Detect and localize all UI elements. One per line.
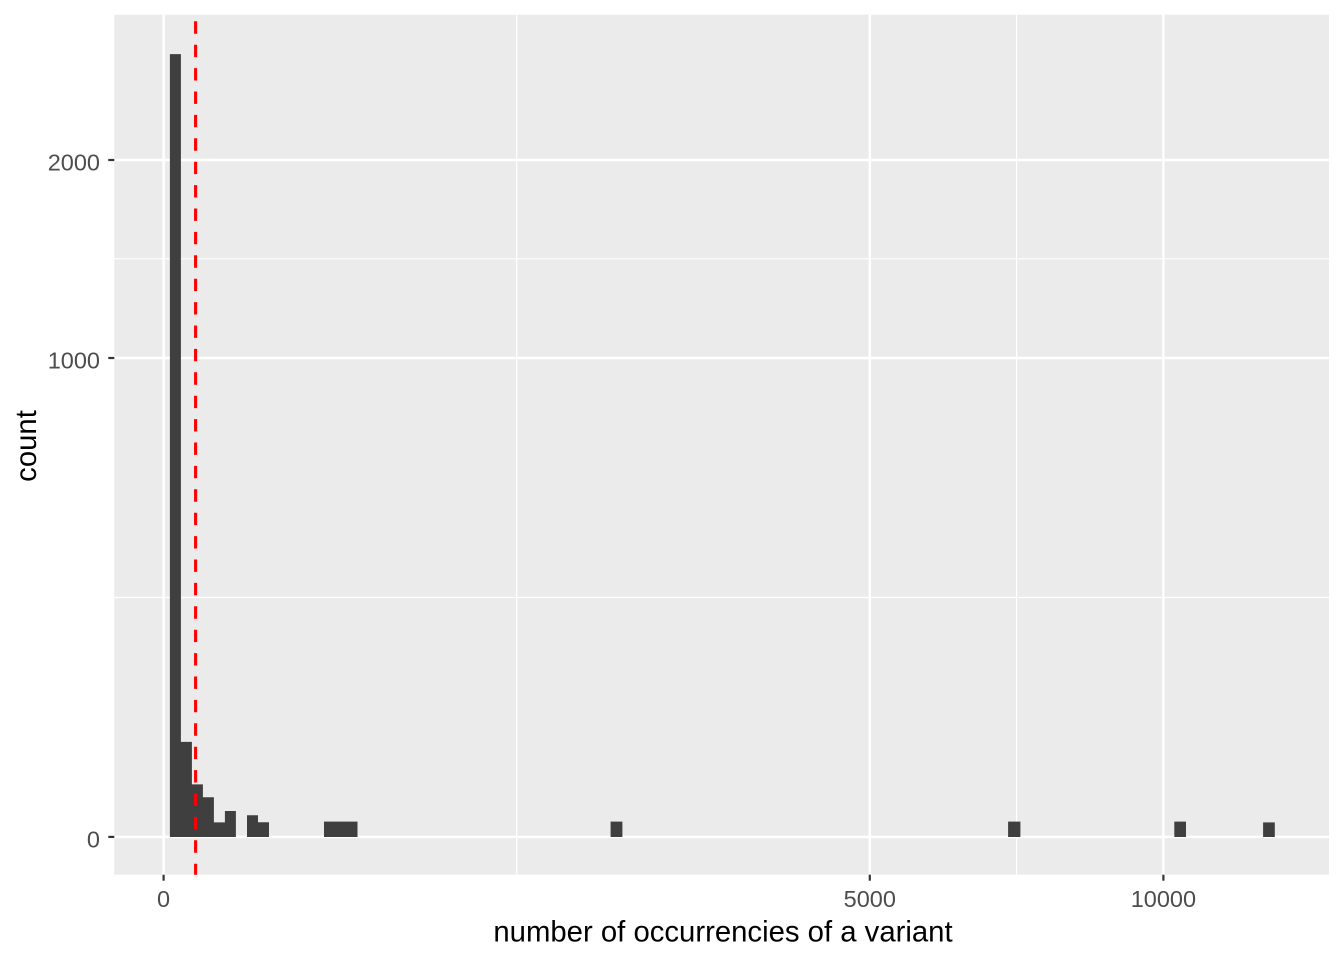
svg-text:0: 0 — [87, 826, 100, 852]
svg-text:number of occurrencies of a va: number of occurrencies of a variant — [493, 916, 952, 949]
svg-text:2000: 2000 — [48, 150, 100, 176]
svg-text:1000: 1000 — [48, 348, 100, 374]
svg-text:5000: 5000 — [844, 886, 896, 912]
svg-text:0: 0 — [157, 886, 170, 912]
svg-text:count: count — [10, 410, 43, 482]
svg-text:10000: 10000 — [1131, 886, 1196, 912]
